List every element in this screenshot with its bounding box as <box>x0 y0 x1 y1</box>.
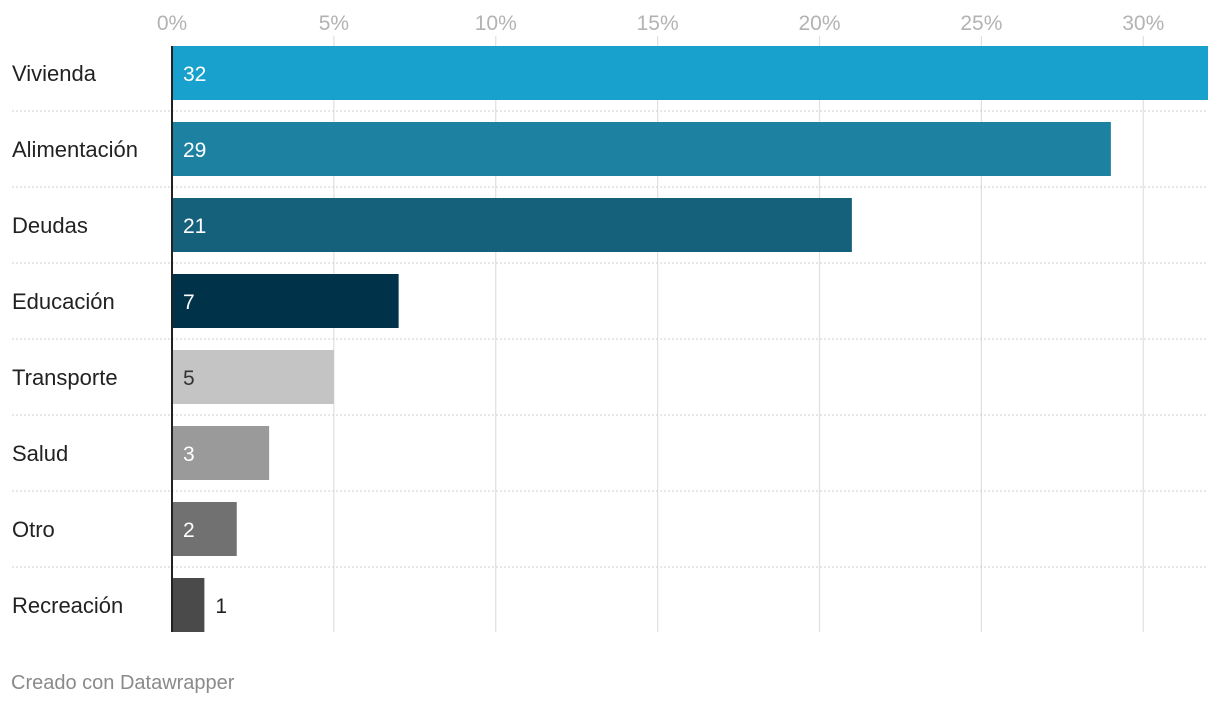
value-label: 32 <box>183 63 206 86</box>
bar-alimentación[interactable] <box>172 122 1111 176</box>
bar-recreación[interactable] <box>172 578 205 632</box>
category-label: Transporte <box>12 365 118 390</box>
bar-salud[interactable] <box>172 426 270 480</box>
value-label: 7 <box>183 291 195 314</box>
category-label: Salud <box>12 441 68 466</box>
x-tick-label: 5% <box>319 12 349 35</box>
category-label: Recreación <box>12 593 123 618</box>
x-axis-ticks: 0% 5% 10% 15% 20% 25% 30% <box>157 12 1164 35</box>
value-label: 21 <box>183 215 206 238</box>
bar-otro[interactable] <box>172 502 237 556</box>
category-label: Vivienda <box>12 61 97 86</box>
value-label: 29 <box>183 139 206 162</box>
bar-transporte[interactable] <box>172 350 334 404</box>
bar-educación[interactable] <box>172 274 399 328</box>
bar-deudas[interactable] <box>172 198 852 252</box>
x-tick-label: 25% <box>960 12 1002 35</box>
bars <box>172 46 1208 632</box>
category-label: Educación <box>12 289 115 314</box>
x-tick-label: 30% <box>1122 12 1164 35</box>
x-tick-label: 15% <box>637 12 679 35</box>
x-tick-label: 10% <box>475 12 517 35</box>
bar-chart: 0% 5% 10% 15% 20% 25% 30% Vivienda Alimentación… <box>12 12 1208 632</box>
category-label: Deudas <box>12 213 88 238</box>
row-separators <box>12 110 1208 568</box>
bar-vivienda[interactable] <box>172 46 1208 100</box>
footer-credit[interactable]: Creado con Datawrapper <box>11 672 235 694</box>
value-label: 3 <box>183 443 195 466</box>
category-label: Otro <box>12 517 55 542</box>
value-label: 5 <box>183 367 195 390</box>
category-labels: Vivienda Alimentación Deudas Educación Trans… <box>12 61 138 618</box>
value-label: 2 <box>183 519 195 542</box>
category-label: Alimentación <box>12 137 138 162</box>
value-label: 1 <box>215 595 227 618</box>
x-tick-label: 0% <box>157 12 187 35</box>
x-tick-label: 20% <box>798 12 840 35</box>
